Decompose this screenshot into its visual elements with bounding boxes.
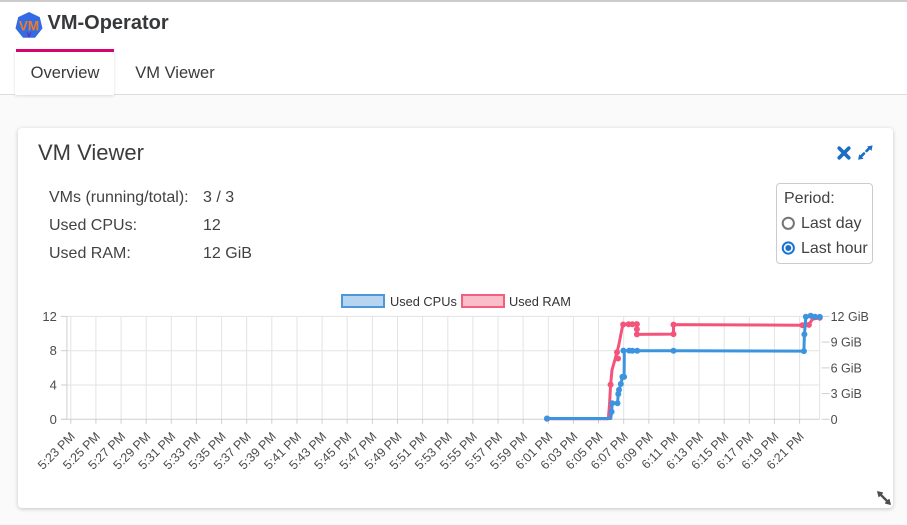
svg-text:VM: VM xyxy=(19,19,39,34)
svg-text:v: v xyxy=(27,30,32,39)
